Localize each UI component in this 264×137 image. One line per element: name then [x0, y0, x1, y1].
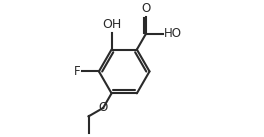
Text: OH: OH [102, 18, 121, 31]
Text: F: F [74, 65, 81, 78]
Text: HO: HO [164, 27, 182, 40]
Text: O: O [98, 101, 108, 114]
Text: O: O [141, 2, 150, 15]
